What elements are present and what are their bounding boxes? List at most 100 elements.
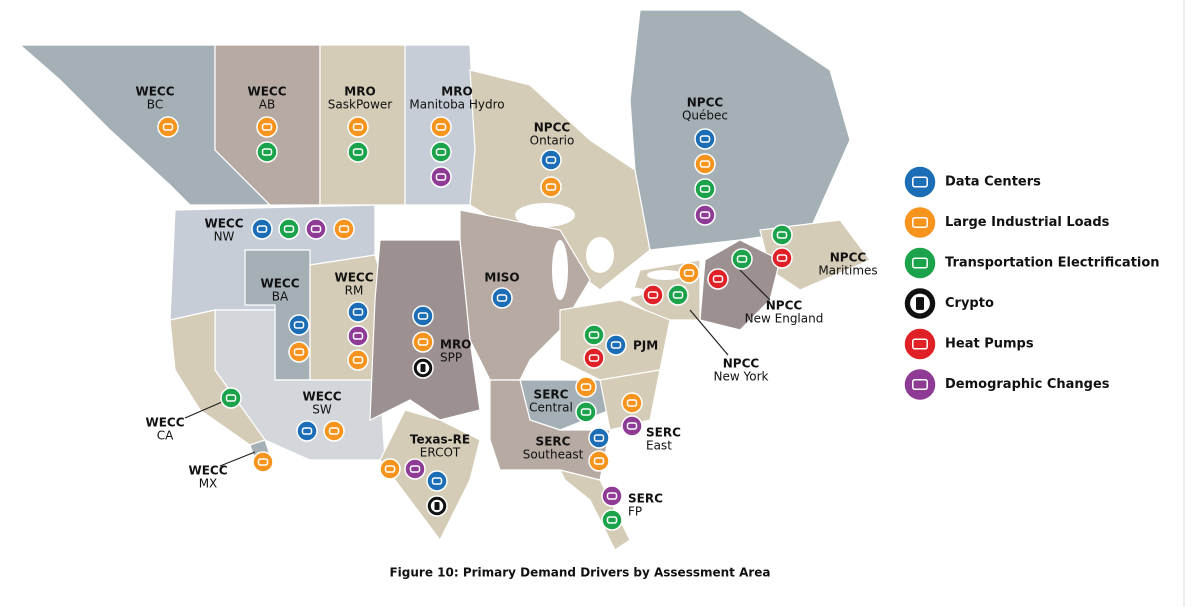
icon (412, 305, 434, 327)
region-name: BA (272, 290, 289, 304)
region-org: MISO (484, 271, 519, 285)
leader-line (689, 309, 729, 356)
region-org: NPCC (766, 299, 803, 313)
legend-label: Crypto (945, 296, 994, 311)
icon-glyph (225, 394, 237, 402)
region-org: NPCC (534, 121, 571, 135)
region-name: New York (714, 370, 769, 384)
icon-glyph (606, 492, 618, 500)
icon (667, 284, 689, 306)
icon (491, 287, 513, 309)
region-org: SERC (536, 435, 571, 449)
region-name: Central (529, 401, 573, 415)
region-org: WECC (188, 464, 227, 478)
icon (347, 301, 369, 323)
driver-icons (157, 116, 793, 531)
icon-glyph (409, 465, 421, 473)
icon-glyph (712, 275, 724, 283)
icon-glyph (384, 465, 396, 473)
icon-glyph (352, 332, 364, 340)
icon (694, 178, 716, 200)
icon (694, 204, 716, 226)
icon-glyph (610, 341, 622, 349)
icon (678, 262, 700, 284)
icon-glyph (352, 356, 364, 364)
icon-glyph (588, 331, 600, 339)
icon (426, 470, 448, 492)
region-org: WECC (135, 85, 174, 99)
icon (707, 268, 729, 290)
region-name: SW (312, 403, 332, 417)
region-name: Manitoba Hydro (409, 98, 504, 112)
icon (305, 218, 327, 240)
icon-glyph (420, 364, 426, 372)
icon-glyph (293, 348, 305, 356)
icon (252, 451, 274, 473)
leader-line (219, 451, 256, 467)
icon-glyph (699, 211, 711, 219)
icon (347, 325, 369, 347)
region-org: NPCC (830, 251, 867, 265)
region-name: ERCOT (420, 446, 461, 460)
icon-glyph (283, 225, 295, 233)
region-org: PJM (633, 339, 658, 353)
icon (540, 149, 562, 171)
icon (694, 128, 716, 150)
region-org: WECC (204, 217, 243, 231)
lake (586, 237, 614, 273)
icon (694, 153, 716, 175)
lake (647, 270, 683, 280)
region-name: MX (199, 477, 218, 491)
icon-glyph (338, 225, 350, 233)
icon-glyph (776, 254, 788, 262)
icon-glyph (672, 291, 684, 299)
icon-glyph (588, 354, 600, 362)
icon-glyph (626, 399, 638, 407)
icon-glyph (435, 148, 447, 156)
region-name: FP (628, 505, 642, 519)
icon (621, 392, 643, 414)
icon-glyph (699, 135, 711, 143)
icon-glyph (912, 338, 928, 350)
region-org: MRO (441, 85, 472, 99)
icon (903, 367, 937, 402)
region-name: East (646, 439, 672, 453)
icon-glyph (545, 183, 557, 191)
region-name: New England (745, 312, 824, 326)
icon-glyph (434, 502, 440, 510)
icon-glyph (352, 123, 364, 131)
region-shape (629, 9, 851, 251)
lake (552, 240, 568, 300)
icon (540, 176, 562, 198)
region-name: SPP (440, 351, 462, 365)
icon (296, 420, 318, 442)
icon-glyph (293, 321, 305, 329)
legend: Data Centers Large Industrial Loads Transp… (903, 165, 1160, 402)
legend-label: Demographic Changes (945, 377, 1110, 392)
icon (323, 420, 345, 442)
icon (575, 401, 597, 423)
icon-glyph (496, 294, 508, 302)
region-name: CA (157, 429, 174, 443)
icon (588, 427, 610, 449)
icon-glyph (417, 312, 429, 320)
region-org: WECC (145, 416, 184, 430)
caption: Figure 10: Primary Demand Drivers by Ass… (389, 566, 770, 580)
legend-label: Transportation Electrification (945, 256, 1160, 271)
icon-glyph (776, 231, 788, 239)
icon-glyph (310, 225, 322, 233)
icon-glyph (580, 408, 592, 416)
icon (731, 248, 753, 270)
region-org: WECC (302, 390, 341, 404)
icon-glyph (352, 308, 364, 316)
leader-line (739, 269, 771, 301)
icon-glyph (162, 123, 174, 131)
icon-glyph (301, 427, 313, 435)
icon (583, 324, 605, 346)
region-org: SERC (628, 492, 663, 506)
icon-glyph (256, 225, 268, 233)
region-name: Ontario (530, 134, 575, 148)
icon-glyph (626, 422, 638, 430)
icon (601, 509, 623, 531)
